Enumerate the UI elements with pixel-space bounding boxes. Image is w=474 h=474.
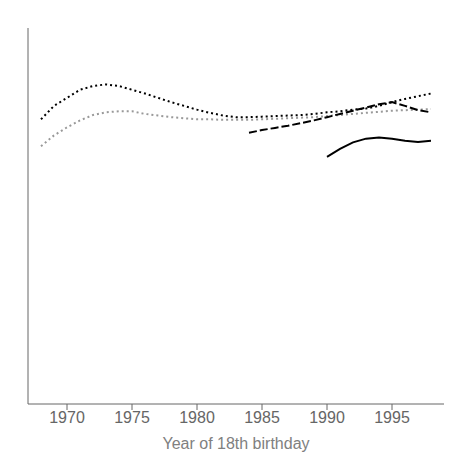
svg-text:Year of 18th birthday: Year of 18th birthday bbox=[162, 435, 309, 452]
svg-text:1980: 1980 bbox=[179, 409, 215, 426]
svg-text:1975: 1975 bbox=[114, 409, 150, 426]
svg-text:1985: 1985 bbox=[244, 409, 280, 426]
svg-text:1995: 1995 bbox=[374, 409, 410, 426]
svg-text:1990: 1990 bbox=[309, 409, 345, 426]
svg-text:1970: 1970 bbox=[49, 409, 85, 426]
